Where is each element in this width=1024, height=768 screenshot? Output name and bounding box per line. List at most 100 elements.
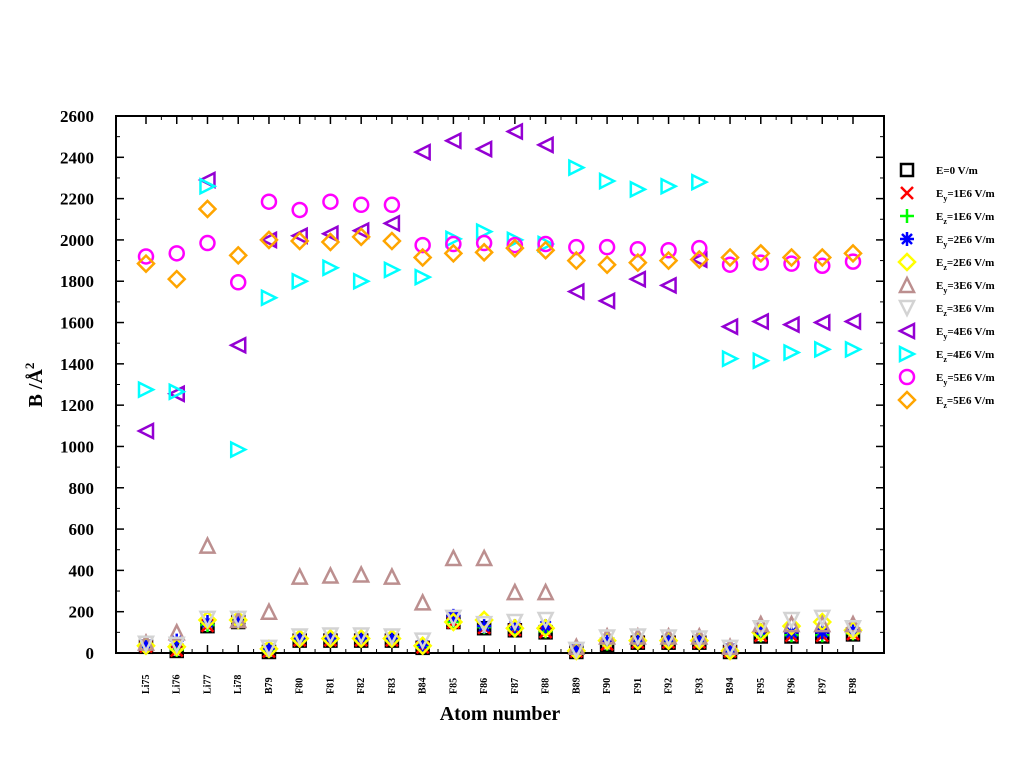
data-point: [536, 611, 555, 630]
data-point: [259, 639, 278, 658]
data-point: [166, 637, 187, 657]
data-point: [814, 257, 831, 274]
data-point: [750, 312, 770, 331]
data-point: [660, 177, 679, 196]
x-tick-label: Li76: [172, 675, 183, 694]
data-point: [166, 269, 187, 289]
data-point: [320, 628, 341, 649]
data-point: [382, 628, 402, 649]
legend-marker: [897, 275, 917, 294]
data-point: [690, 630, 709, 649]
x-tick-label: B84: [418, 677, 429, 694]
data-point: [844, 340, 863, 359]
data-point: [322, 258, 341, 277]
data-point: [535, 135, 554, 154]
legend-label-base: E: [936, 234, 943, 246]
data-point: [383, 260, 402, 279]
data-point: [167, 622, 186, 641]
data-point: [692, 633, 707, 648]
legend-label-base: E: [936, 372, 943, 384]
data-point: [812, 247, 833, 268]
data-point: [598, 238, 616, 256]
legend-marker: [897, 252, 917, 272]
x-tick-label: F83: [387, 678, 398, 694]
data-point: [321, 627, 340, 646]
data-point: [168, 245, 185, 262]
data-point: [229, 610, 248, 629]
legend-label-base: E: [936, 326, 943, 338]
data-point: [382, 566, 401, 585]
legend-label-rest: =1E6 V/m: [947, 211, 994, 223]
legend-label-sub: z: [943, 217, 947, 226]
y-tick-label: 1600: [60, 314, 94, 333]
data-point: [567, 637, 586, 656]
data-point: [597, 291, 616, 310]
legend-label-sub: y: [943, 378, 947, 387]
data-point: [197, 199, 218, 219]
data-point: [259, 601, 278, 620]
data-point: [843, 243, 863, 264]
legend-label-rest: =4E6 V/m: [947, 349, 994, 361]
y-tick-label: 2600: [60, 107, 94, 126]
data-point: [290, 566, 309, 585]
data-point: [351, 227, 371, 247]
data-point: [292, 631, 307, 646]
legend-label-sub: z: [943, 355, 947, 364]
data-point: [445, 229, 464, 248]
y-tick-label: 0: [86, 644, 95, 663]
data-point: [260, 193, 278, 210]
legend-label: Ey=3E6 V/m: [936, 280, 995, 295]
data-point: [628, 270, 647, 289]
x-tick-label: F92: [664, 678, 675, 694]
data-point: [229, 440, 249, 459]
series-3: [139, 608, 860, 657]
legend-label-rest: =2E6 V/m: [947, 257, 994, 269]
x-tick-label: F95: [756, 678, 767, 694]
legend-label: Ez=5E6 V/m: [936, 395, 994, 410]
y-tick-label: 1000: [60, 437, 94, 456]
legend-label-rest: =2E6 V/m: [947, 234, 994, 246]
data-point: [720, 317, 739, 336]
data-point: [660, 242, 677, 259]
x-tick-label: F85: [448, 678, 459, 694]
legend-label-base: E: [936, 211, 943, 223]
data-point: [322, 193, 339, 210]
x-tick-label: B79: [264, 677, 275, 694]
data-point: [137, 248, 155, 265]
data-point: [414, 268, 433, 287]
data-point: [168, 382, 187, 401]
data-point: [444, 609, 463, 628]
y-tick-label: 800: [69, 479, 95, 498]
series-6: [136, 609, 863, 660]
legend-label-sub: z: [943, 401, 947, 410]
data-point: [412, 636, 433, 656]
legend-label-base: E: [936, 257, 943, 269]
data-point: [383, 196, 401, 214]
data-point: [444, 548, 463, 567]
x-tick-label: F98: [848, 678, 859, 694]
legend-marker: [897, 390, 917, 410]
legend-label-sub: y: [943, 332, 947, 341]
x-tick-label: Li75: [141, 675, 152, 694]
data-point: [781, 616, 802, 636]
legend-label-rest: =3E6 V/m: [947, 280, 994, 292]
data-point: [783, 343, 802, 362]
data-point: [751, 619, 770, 639]
data-point: [752, 254, 770, 271]
data-point: [136, 421, 155, 440]
legend-label-rest: =3E6 V/m: [947, 303, 994, 315]
data-point: [384, 631, 399, 646]
legend-label: Ey=2E6 V/m: [936, 234, 995, 249]
plot-frame: [115, 115, 885, 654]
legend-label-rest: =1E6 V/m: [947, 188, 994, 200]
data-point: [443, 131, 462, 150]
legend-label-base: E: [936, 303, 943, 315]
data-point: [813, 609, 832, 628]
data-point: [413, 592, 432, 611]
data-point: [600, 633, 615, 648]
data-point: [137, 380, 156, 399]
legend-label-sub: z: [943, 309, 947, 318]
data-point: [413, 632, 432, 651]
data-point: [475, 548, 494, 567]
